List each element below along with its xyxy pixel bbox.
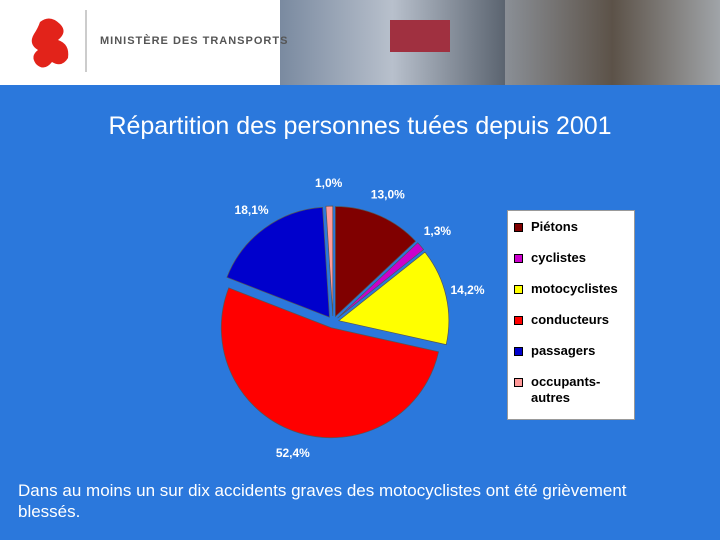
photo-street	[505, 0, 720, 85]
pie-slice	[226, 207, 330, 318]
legend-swatch	[514, 254, 523, 263]
legend: Piétons cyclistes motocyclistes conducteurs…	[507, 210, 635, 420]
legend-swatch	[514, 223, 523, 232]
legend-item: passagers	[514, 343, 628, 359]
value-label: 18,1%	[235, 203, 269, 217]
caption: Dans au moins un sur dix accidents grave…	[18, 481, 627, 521]
photo-truck	[390, 20, 450, 52]
legend-item: cyclistes	[514, 250, 628, 266]
value-label: 14,2%	[450, 283, 484, 297]
legend-swatch	[514, 285, 523, 294]
legend-item: Piétons	[514, 219, 628, 235]
legend-label: Piétons	[531, 219, 578, 234]
value-label: 52,4%	[276, 446, 310, 460]
value-label: 1,3%	[424, 224, 452, 238]
pie-slice	[338, 251, 450, 346]
legend-label: conducteurs	[531, 312, 610, 327]
legend-label: cyclistes	[531, 250, 586, 265]
ministry-name: MINISTÈRE DES TRANSPORTS	[100, 35, 289, 47]
value-label: 1,0%	[315, 176, 343, 190]
legend-item: occupants-autres	[514, 374, 628, 406]
header: MINISTÈRE DES TRANSPORTS	[0, 0, 720, 85]
legend-swatch	[514, 378, 523, 387]
legend-item: conducteurs	[514, 312, 628, 328]
legend-swatch	[514, 316, 523, 325]
pie-slice	[337, 242, 425, 319]
pie-slice	[335, 206, 417, 318]
legend-label: occupants-autres	[531, 374, 601, 405]
header-art	[31, 0, 720, 85]
pie-slice	[325, 205, 334, 317]
value-label: 13,0%	[371, 188, 405, 202]
legend-swatch	[514, 347, 523, 356]
pie-slice	[220, 287, 440, 439]
legend-label: motocyclistes	[531, 281, 618, 296]
legend-item: motocyclistes	[514, 281, 628, 297]
logo	[31, 18, 69, 68]
chart-title: Répartition des personnes tuées depuis 2…	[108, 112, 612, 140]
legend-label: passagers	[531, 343, 596, 358]
